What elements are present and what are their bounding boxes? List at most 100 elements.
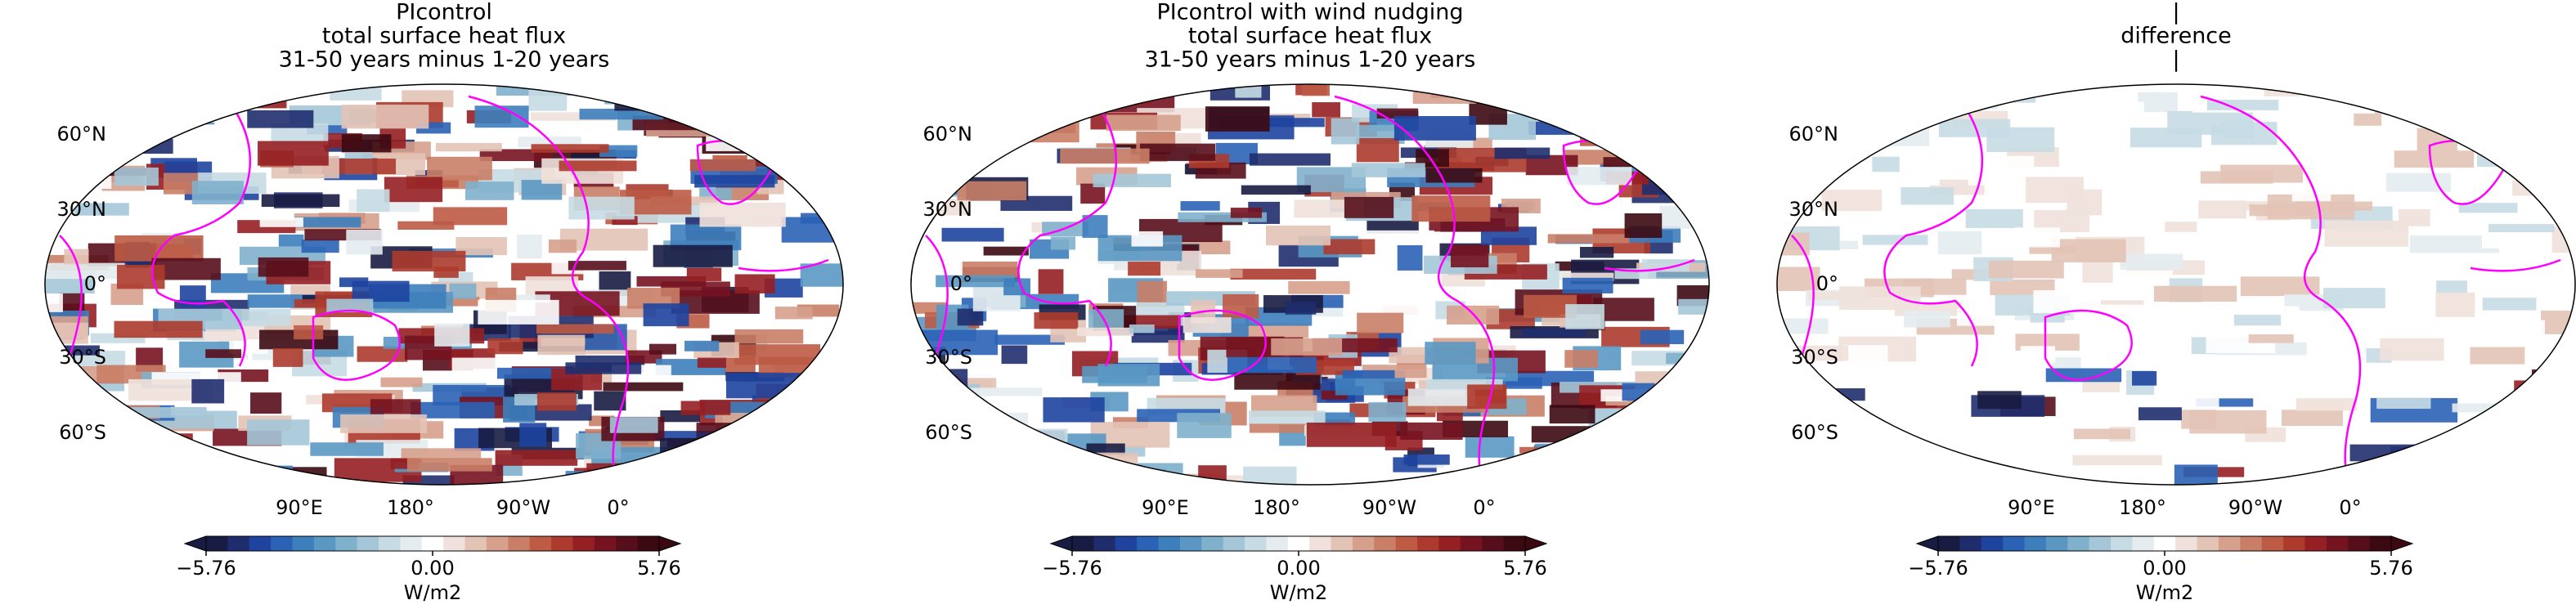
field-patch xyxy=(478,299,559,325)
field-patch xyxy=(1001,345,1028,365)
colorbar-segment xyxy=(2197,536,2219,551)
colorbar-segment xyxy=(1201,536,1224,551)
field-patch xyxy=(1777,376,1803,401)
field-patch xyxy=(2409,235,2499,253)
colorbar-segment xyxy=(1137,536,1160,551)
field-patch xyxy=(1358,230,1434,240)
field-patch xyxy=(2057,101,2144,117)
field-patch xyxy=(1522,328,1586,337)
field-patch xyxy=(1115,94,1151,105)
colorbar-tick-label: −5.76 xyxy=(1042,557,1102,580)
field-patch xyxy=(732,456,797,470)
field-patch xyxy=(2477,143,2532,168)
field-patch xyxy=(2281,410,2343,427)
field-patch xyxy=(2120,253,2183,270)
field-patch xyxy=(774,428,843,450)
field-patch xyxy=(1140,143,1216,161)
field-patch xyxy=(294,299,348,308)
field-patch xyxy=(45,293,63,312)
field-patch xyxy=(2189,410,2267,434)
field-patch xyxy=(816,472,843,485)
field-patch xyxy=(960,93,998,112)
field-patch xyxy=(2026,177,2084,204)
field-patch xyxy=(694,175,775,188)
field-patch xyxy=(146,473,188,485)
field-patch xyxy=(911,97,967,120)
field-patch xyxy=(1846,322,1904,331)
field-patch xyxy=(247,419,310,446)
field-patch xyxy=(1988,260,2064,279)
field-patch xyxy=(1090,465,1132,485)
field-patch xyxy=(992,466,1049,484)
lat-label: 30°S xyxy=(59,346,106,369)
field-patch xyxy=(1180,201,1220,211)
field-patch xyxy=(1519,446,1560,472)
colorbar-segment xyxy=(292,536,315,551)
field-patch xyxy=(1393,115,1476,141)
field-patch xyxy=(2412,454,2470,472)
field-patch xyxy=(1641,259,1690,272)
field-patch xyxy=(754,84,806,89)
field-patch xyxy=(1972,472,2053,485)
field-patch xyxy=(357,189,390,213)
panel-title: | xyxy=(2172,0,2179,25)
field-patch xyxy=(1195,269,1243,278)
colorbar-segment xyxy=(1093,536,1116,551)
map-outline xyxy=(910,83,1710,486)
field-patch xyxy=(1549,405,1595,424)
field-patch xyxy=(1977,391,2022,410)
field-patch xyxy=(64,249,89,265)
field-patch xyxy=(2072,455,2162,466)
field-patch xyxy=(915,474,950,485)
field-patch xyxy=(1403,455,1450,465)
colorbar-extend-low xyxy=(1915,535,1939,552)
colorbar-extend-low xyxy=(1049,535,1073,552)
field-patch xyxy=(771,431,843,442)
lon-label: 90°W xyxy=(496,496,550,519)
field-patch xyxy=(1625,98,1681,108)
field-patch xyxy=(2533,378,2575,402)
colorbar-segment xyxy=(551,536,573,551)
field-patch xyxy=(321,158,397,175)
field-patch xyxy=(1048,463,1102,480)
field-patch xyxy=(1528,121,1618,135)
colorbar-segment xyxy=(2153,536,2176,551)
field-patch xyxy=(340,414,427,433)
field-patch xyxy=(774,426,818,439)
field-patch xyxy=(1342,369,1395,378)
field-patch xyxy=(1519,465,1569,485)
field-patch xyxy=(2165,222,2197,232)
field-patch xyxy=(1670,449,1709,465)
colorbar-extend-high xyxy=(658,535,682,552)
colorbar-segment xyxy=(1482,536,1505,551)
lat-label: 60°N xyxy=(57,123,107,146)
field-patch xyxy=(1331,118,1360,145)
lon-label: 90°E xyxy=(1142,496,1189,519)
colorbar-segment xyxy=(1179,536,1202,551)
field-patch xyxy=(640,431,719,441)
field-patch xyxy=(341,105,429,129)
field-patch xyxy=(114,235,204,262)
field-patch xyxy=(681,91,764,107)
field-patch xyxy=(699,202,786,227)
field-patch xyxy=(1235,85,1262,98)
field-patch xyxy=(114,320,203,338)
lat-label: 30°N xyxy=(57,198,107,221)
panel-title: PIcontrol xyxy=(396,0,492,25)
field-patch xyxy=(1565,304,1604,329)
field-patch xyxy=(603,382,684,392)
field-patch xyxy=(1521,84,1550,101)
field-patch xyxy=(1086,443,1125,455)
field-patch xyxy=(786,401,843,418)
lat-label: 60°N xyxy=(1789,123,1839,146)
field-patch xyxy=(980,110,1046,128)
map-outline xyxy=(1776,83,2576,486)
colorbar-segment xyxy=(1245,536,1267,551)
field-patch xyxy=(1586,109,1613,131)
field-patch xyxy=(2105,207,2147,234)
field-patch xyxy=(1183,317,1232,334)
field-patch xyxy=(217,468,273,485)
field-patch xyxy=(640,91,678,104)
field-patch xyxy=(2539,164,2575,175)
field-patch xyxy=(609,417,658,433)
